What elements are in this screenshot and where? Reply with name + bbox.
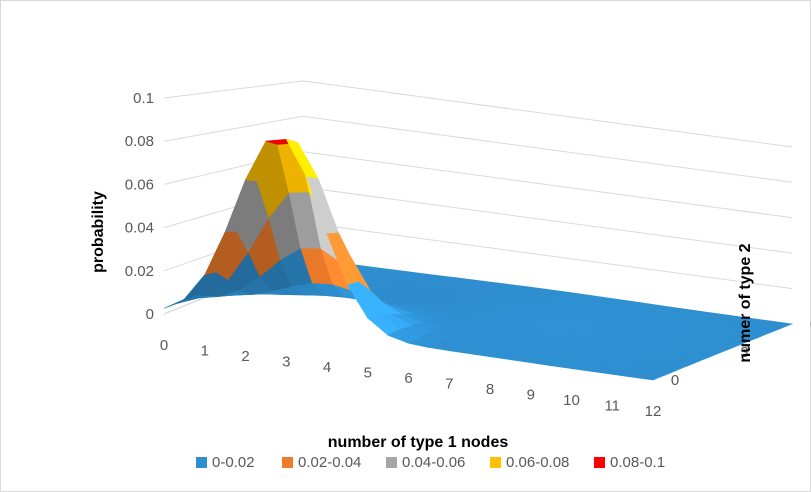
gridline xyxy=(163,115,793,183)
y-tick-label: 0.06 xyxy=(125,176,154,193)
x-tick-label: 10 xyxy=(563,392,580,409)
type1-axis-ticks: 0 1 2 3 4 5 6 7 8 9 10 11 12 xyxy=(160,337,662,420)
z-tick-label: 0 xyxy=(671,372,679,389)
x-tick-label: 6 xyxy=(404,370,412,387)
type2-axis-ticks: 0 3 6 xyxy=(671,316,811,389)
x-tick-label: 3 xyxy=(282,354,290,371)
legend-label: 0.02-0.04 xyxy=(298,454,361,471)
z-tick-label: 3 xyxy=(740,344,748,361)
y-tick-label: 0.08 xyxy=(125,133,154,150)
probability-axis-title: probability xyxy=(90,191,107,273)
x-tick-label: 11 xyxy=(604,398,620,415)
x-tick-label: 4 xyxy=(323,359,331,376)
legend-swatch xyxy=(594,457,605,468)
z-tick-label: 6 xyxy=(810,316,811,333)
y-tick-label: 0.02 xyxy=(125,263,154,280)
legend-swatch xyxy=(196,457,207,468)
gridline xyxy=(163,80,793,148)
legend-label: 0.04-0.06 xyxy=(402,454,465,471)
legend-swatch xyxy=(490,457,501,468)
legend: 0-0.02 0.02-0.04 0.04-0.06 0.06-0.08 0.08-0.… xyxy=(196,454,665,471)
x-tick-label: 2 xyxy=(241,348,249,365)
x-tick-label: 8 xyxy=(486,381,494,398)
legend-swatch xyxy=(282,457,293,468)
surface-cell xyxy=(631,372,666,381)
surface-plot xyxy=(163,138,794,381)
y-tick-label: 0 xyxy=(146,306,154,323)
x-tick-label: 9 xyxy=(527,387,535,404)
x-tick-label: 5 xyxy=(364,365,372,382)
x-tick-label: 7 xyxy=(445,376,453,393)
probability-axis-ticks: 0 0.02 0.04 0.06 0.08 0.1 xyxy=(125,90,154,323)
type2-axis-title: numer of type 2 xyxy=(737,243,754,362)
x-tick-label: 0 xyxy=(160,337,168,354)
y-tick-label: 0.04 xyxy=(125,220,154,237)
x-tick-label: 1 xyxy=(201,343,209,360)
legend-label: 0.08-0.1 xyxy=(610,454,665,471)
legend-label: 0-0.02 xyxy=(212,454,255,471)
legend-label: 0.06-0.08 xyxy=(506,454,569,471)
y-tick-label: 0.1 xyxy=(133,90,154,107)
x-tick-label: 12 xyxy=(645,403,662,420)
legend-swatch xyxy=(386,457,397,468)
type1-axis-title: number of type 1 nodes xyxy=(328,434,509,451)
